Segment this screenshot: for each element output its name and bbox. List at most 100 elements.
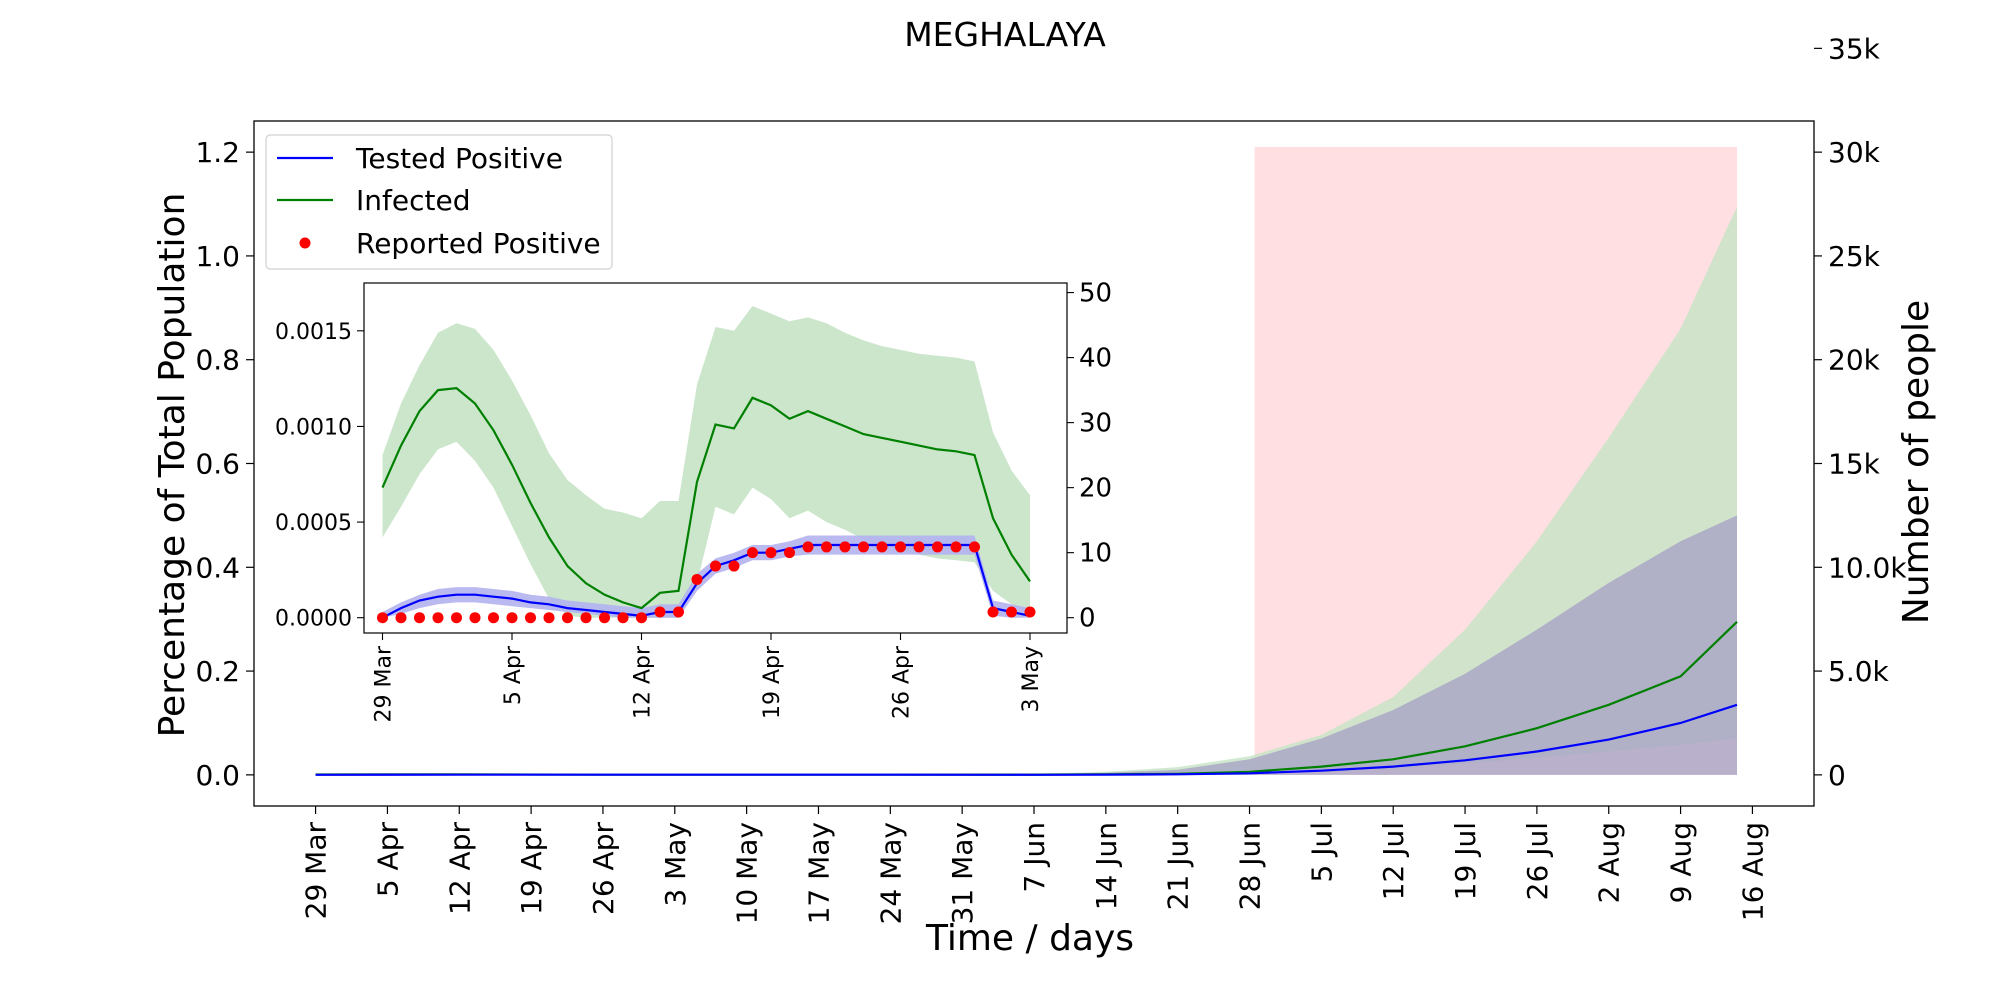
reported-positive-point	[488, 612, 499, 624]
reported-positive-point	[969, 541, 980, 553]
x-tick-label: 14 Jun	[1090, 822, 1123, 910]
legend-label-infected: Infected	[356, 184, 470, 217]
reported-positive-point	[654, 606, 666, 618]
inset-y-tick-label-left: 0.0015	[275, 320, 352, 345]
y-tick-label-left: 1.2	[195, 136, 240, 169]
inset-infected-line	[381, 387, 1031, 610]
x-tick-label: 12 Jul	[1377, 822, 1410, 900]
y-tick-label-right: 25k	[1828, 240, 1881, 273]
inset-tested-positive-band	[382, 535, 1030, 618]
inset-y-tick-label-right: 40	[1079, 344, 1112, 374]
x-tick-label: 29 Mar	[300, 822, 333, 920]
inset-x-tick-label: 3 May	[1019, 646, 1044, 712]
y-tick-label-left: 0.2	[195, 655, 240, 688]
reported-positive-point	[932, 541, 943, 553]
tested-positive-band	[315, 515, 1738, 775]
x-tick-label: 5 Apr	[371, 822, 404, 898]
inset-x-tick-label: 29 Mar	[372, 645, 397, 722]
inset-y-tick-label-left: 0.0000	[275, 607, 352, 632]
x-tick-label: 10 May	[731, 822, 764, 924]
inset-frame	[363, 282, 1068, 634]
tested-positive-line	[315, 703, 1738, 776]
reported-positive-point	[728, 560, 740, 572]
reported-positive-point	[895, 541, 906, 553]
reported-positive-point	[691, 573, 703, 585]
reported-positive-point	[950, 541, 962, 553]
reported-positive-point	[987, 606, 999, 618]
y-tick-label-left: 0.8	[195, 344, 240, 377]
legend: Tested Positive Infected Reported Positive	[265, 134, 613, 270]
inset-plot: 29 Mar 5 Apr 12 Apr 19 Apr 26 Apr 3 May 0.0000…	[275, 279, 1112, 723]
reported-positive-point	[839, 541, 851, 553]
inset-x-tick-label: 5 Apr	[501, 645, 526, 705]
x-tick-label: 19 Apr	[515, 822, 548, 915]
reported-positive-point	[599, 612, 610, 624]
reported-positive-point	[876, 541, 888, 553]
legend-marker-reported-positive	[299, 237, 311, 249]
reported-positive-point	[1024, 606, 1036, 618]
reported-positive-point	[525, 612, 536, 624]
chart-title: MEGHALAYA	[904, 15, 1106, 54]
reported-positive-point	[377, 612, 388, 624]
reported-positive-point	[858, 541, 869, 553]
legend-label-tested-positive: Tested Positive	[355, 142, 563, 175]
x-tick-label: 17 May	[802, 822, 835, 924]
inset-y-tick-label-right: 10	[1079, 539, 1112, 569]
inset-y-tick-label-right: 20	[1079, 474, 1112, 504]
x-tick-label: 24 May	[874, 822, 907, 924]
x-tick-label: 16 Aug	[1736, 822, 1769, 921]
y-tick-label-right: 5.0k	[1828, 655, 1890, 688]
reported-positive-point	[802, 541, 814, 553]
x-tick-label: 26 Apr	[587, 822, 620, 915]
legend-label-reported-positive: Reported Positive	[356, 227, 601, 260]
x-tick-label: 9 Aug	[1665, 822, 1698, 903]
y-tick-label-left: 0.0	[195, 759, 240, 792]
y-tick-label-left: 0.6	[195, 448, 240, 481]
reported-positive-point	[821, 541, 832, 553]
inset-x-tick-label: 26 Apr	[890, 645, 915, 719]
reported-positive-point	[506, 612, 518, 624]
reported-positive-point	[710, 560, 721, 572]
reported-positive-point	[617, 612, 629, 624]
inset-x-tick-label: 19 Apr	[760, 645, 785, 719]
reported-positive-point	[414, 612, 425, 624]
y-tick-label-right: 20k	[1828, 344, 1881, 377]
inset-x-tick-label: 12 Apr	[631, 645, 656, 719]
reported-positive-point	[784, 547, 795, 559]
x-tick-label: 3 May	[659, 822, 692, 907]
reported-positive-point	[913, 541, 925, 553]
y-tick-label-left: 1.0	[195, 240, 240, 273]
reported-positive-point	[765, 547, 777, 559]
reported-positive-point	[747, 547, 758, 559]
y-tick-label-right: 10.0k	[1828, 551, 1907, 584]
x-tick-label: 26 Jul	[1521, 822, 1554, 900]
reported-positive-point	[432, 612, 444, 624]
reported-positive-point	[562, 612, 573, 624]
y-tick-label-left: 0.4	[195, 551, 240, 584]
x-tick-label: 5 Jul	[1305, 822, 1338, 883]
x-tick-label: 7 Jun	[1018, 822, 1051, 892]
inset-y-tick-label-left: 0.0010	[275, 415, 352, 440]
reported-positive-point	[1006, 606, 1017, 618]
y-tick-label-right: 30k	[1828, 136, 1881, 169]
inset-y-tick-label-right: 30	[1079, 409, 1112, 439]
y-tick-label-right: 0	[1828, 759, 1846, 792]
reported-positive-point	[469, 612, 481, 624]
y-axis-title-right: Number of people	[1896, 300, 1937, 624]
legend-box	[265, 134, 613, 270]
inset-y-tick-label-right: 50	[1079, 279, 1112, 309]
x-tick-label: 19 Jul	[1449, 822, 1482, 900]
x-tick-label: 21 Jun	[1162, 822, 1195, 910]
reported-positive-point	[451, 612, 462, 624]
x-tick-label: 12 Apr	[443, 822, 476, 915]
y-axis-title-left: Percentage of Total Population	[152, 193, 193, 738]
reported-positive-point	[636, 612, 647, 624]
y-tick-label-right: 35k	[1828, 32, 1881, 65]
reported-positive-point	[395, 612, 407, 624]
y-tick-label-right: 15k	[1828, 448, 1881, 481]
x-tick-label: 28 Jun	[1234, 822, 1267, 910]
reported-positive-point	[543, 612, 555, 624]
x-axis-title: Time / days	[925, 918, 1134, 959]
x-tick-label: 2 Aug	[1593, 822, 1626, 903]
